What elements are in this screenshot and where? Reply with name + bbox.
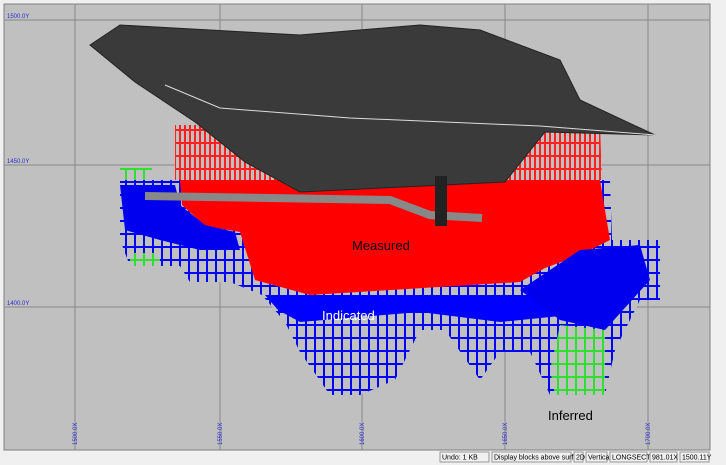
- status-text: Undo: 1 KB: [442, 454, 478, 461]
- y-label: 1450.0Y: [7, 159, 29, 165]
- indicated-solid: [120, 185, 240, 250]
- status-text: Vertical: [588, 454, 611, 461]
- inferred-blocks: [130, 253, 160, 266]
- inferred-blocks: [120, 168, 152, 180]
- indicated-solid: [520, 245, 650, 330]
- indicated-solid: [265, 295, 600, 322]
- x-label: 1650.0X: [503, 423, 509, 445]
- inferred-blocks: [550, 325, 605, 395]
- status-field: [649, 451, 678, 463]
- status-bar: Undo: 1 KB Display blocks above surface2D…: [439, 451, 712, 463]
- x-labels: 1500.0X 1550.0X 1600.0X 1650.0X 1700.0X: [73, 423, 652, 445]
- status-text: LONGSECT: [612, 454, 651, 461]
- measured-blocks: [180, 180, 610, 295]
- status-text: 1500.11Y: [682, 454, 712, 461]
- status-field: [609, 451, 648, 463]
- label-indicated: Indicated: [322, 308, 375, 323]
- drive: [144, 192, 483, 222]
- label-inferred: Inferred: [548, 408, 593, 423]
- label-measured: Measured: [352, 238, 410, 253]
- status-text: 2D: [576, 454, 585, 461]
- status-field: [573, 451, 584, 463]
- y-labels: 1500.0Y 1450.0Y 1400.0Y: [7, 14, 29, 307]
- x-label: 1600.0X: [360, 423, 366, 445]
- shaft: [435, 176, 447, 226]
- status-field: [679, 451, 710, 463]
- surface-line: [164, 84, 656, 136]
- status-field: [491, 451, 572, 463]
- status-text: 981.01X: [652, 454, 678, 461]
- status-field: [439, 451, 490, 463]
- x-label: 1500.0X: [73, 423, 79, 445]
- y-label: 1400.0Y: [7, 301, 29, 307]
- x-label: 1700.0X: [646, 423, 652, 445]
- status-text: Display blocks above surface: [494, 454, 585, 461]
- x-label: 1550.0X: [218, 423, 224, 445]
- y-label: 1500.0Y: [7, 14, 29, 20]
- status-field: [585, 451, 608, 463]
